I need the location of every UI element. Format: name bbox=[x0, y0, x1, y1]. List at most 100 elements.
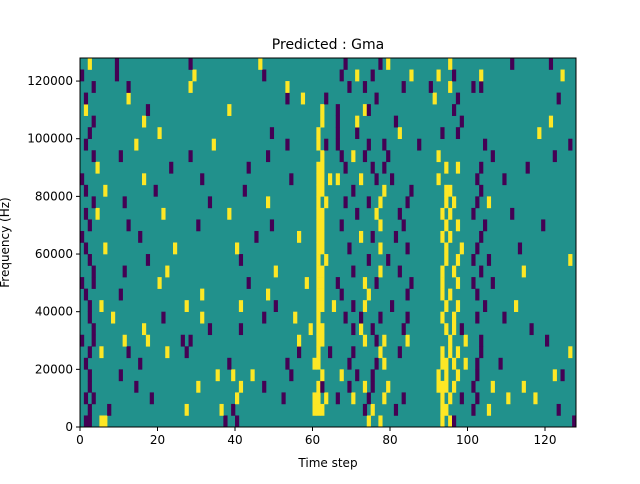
heatmap-cell bbox=[281, 392, 286, 405]
heatmap-cell bbox=[320, 161, 325, 174]
x-tick-label: 40 bbox=[227, 433, 242, 447]
heatmap-cell bbox=[455, 219, 461, 232]
heatmap-cell bbox=[452, 196, 457, 209]
heatmap-cell bbox=[316, 300, 321, 312]
heatmap-cell bbox=[448, 207, 453, 220]
heatmap-cell bbox=[285, 138, 290, 151]
heatmap-cell bbox=[114, 69, 120, 82]
heatmap-cell bbox=[455, 346, 461, 359]
heatmap-cell bbox=[378, 415, 383, 428]
heatmap-cell bbox=[262, 69, 267, 82]
heatmap-cell bbox=[479, 81, 484, 93]
heatmap-cell bbox=[444, 242, 449, 255]
heatmap-cell bbox=[316, 254, 321, 266]
heatmap-cell bbox=[475, 311, 480, 324]
heatmap-cell bbox=[444, 184, 449, 197]
heatmap-cell bbox=[235, 415, 240, 428]
heatmap-cell bbox=[316, 138, 321, 151]
heatmap-cell bbox=[91, 115, 96, 128]
heatmap-cell bbox=[510, 207, 515, 220]
heatmap-cell bbox=[471, 254, 476, 266]
heatmap-cell bbox=[320, 184, 325, 197]
heatmap-cell bbox=[436, 380, 441, 393]
heatmap-cell bbox=[440, 311, 445, 324]
heatmap-cell bbox=[393, 115, 399, 128]
heatmap-cell bbox=[382, 392, 387, 405]
heatmap-cell bbox=[80, 173, 85, 186]
heatmap-cell bbox=[219, 403, 224, 416]
heatmap-cell bbox=[490, 380, 495, 393]
heatmap-cell bbox=[250, 369, 255, 382]
heatmap-cell bbox=[448, 288, 453, 301]
heatmap-cell bbox=[517, 242, 523, 255]
y-tick-label: 60000 bbox=[35, 247, 73, 261]
heatmap-cell bbox=[142, 115, 147, 128]
heatmap-cell bbox=[541, 219, 546, 232]
heatmap-cell bbox=[320, 207, 325, 220]
heatmap-cell bbox=[122, 265, 127, 278]
heatmap-cell bbox=[459, 392, 464, 405]
heatmap-cell bbox=[448, 392, 453, 405]
heatmap-cell bbox=[440, 277, 445, 289]
heatmap-cell bbox=[393, 230, 399, 243]
heatmap-cell bbox=[386, 254, 391, 266]
heatmap-cell bbox=[479, 184, 484, 197]
heatmap-cell bbox=[320, 230, 325, 243]
heatmap-cell bbox=[91, 81, 96, 93]
heatmap-cell bbox=[355, 369, 360, 382]
heatmap-cell bbox=[297, 334, 302, 347]
heatmap-cell bbox=[351, 150, 356, 163]
heatmap-cell bbox=[335, 138, 340, 151]
heatmap-cell bbox=[99, 346, 104, 359]
heatmap-cell bbox=[103, 184, 108, 197]
heatmap-cell bbox=[452, 265, 457, 278]
heatmap-cell bbox=[107, 403, 112, 416]
heatmap-cell bbox=[351, 346, 356, 359]
heatmap-cell bbox=[80, 69, 85, 82]
heatmap-cell bbox=[405, 334, 410, 347]
heatmap-cell bbox=[165, 265, 170, 278]
heatmap-cell bbox=[316, 184, 321, 197]
heatmap-cell bbox=[366, 288, 371, 301]
heatmap-cell bbox=[227, 357, 232, 370]
heatmap-cell bbox=[351, 300, 356, 312]
heatmap-cell bbox=[126, 346, 131, 359]
heatmap-cell bbox=[304, 277, 309, 289]
heatmap-cell bbox=[475, 196, 480, 209]
heatmap-cell bbox=[401, 323, 406, 336]
heatmap-cell bbox=[366, 138, 371, 151]
heatmap-cell bbox=[475, 288, 480, 301]
heatmap-cell bbox=[444, 403, 449, 416]
heatmap-cell bbox=[99, 415, 104, 428]
heatmap-cell bbox=[165, 346, 170, 359]
heatmap-cell bbox=[285, 92, 290, 105]
heatmap-cell bbox=[502, 173, 507, 186]
heatmap-cell bbox=[362, 334, 368, 347]
heatmap-cell bbox=[455, 92, 461, 105]
heatmap-cell bbox=[335, 127, 340, 140]
heatmap-cell bbox=[316, 219, 321, 232]
heatmap-cell bbox=[397, 346, 402, 359]
heatmap-cell bbox=[285, 81, 290, 93]
heatmap-cell bbox=[417, 138, 422, 151]
heatmap-cell bbox=[184, 403, 189, 416]
heatmap-cell bbox=[83, 415, 89, 428]
heatmap-cell bbox=[316, 207, 321, 220]
heatmap-cell bbox=[568, 254, 573, 266]
heatmap-cell bbox=[316, 230, 321, 243]
heatmap-cell bbox=[440, 403, 445, 416]
heatmap-cell bbox=[382, 161, 387, 174]
heatmap-cell bbox=[390, 300, 395, 312]
heatmap-cell bbox=[262, 380, 267, 393]
heatmap-cell bbox=[335, 115, 340, 128]
heatmap-cell bbox=[188, 334, 193, 347]
heatmap-cell bbox=[316, 242, 321, 255]
heatmap-cell bbox=[188, 150, 193, 163]
heatmap-cell bbox=[378, 242, 383, 255]
heatmap-cell bbox=[238, 380, 244, 393]
heatmap-cell bbox=[401, 392, 406, 405]
heatmap-cell bbox=[440, 392, 445, 405]
heatmap-cell bbox=[83, 104, 89, 116]
heatmap-cell bbox=[316, 357, 321, 370]
heatmap-cell bbox=[343, 311, 348, 324]
